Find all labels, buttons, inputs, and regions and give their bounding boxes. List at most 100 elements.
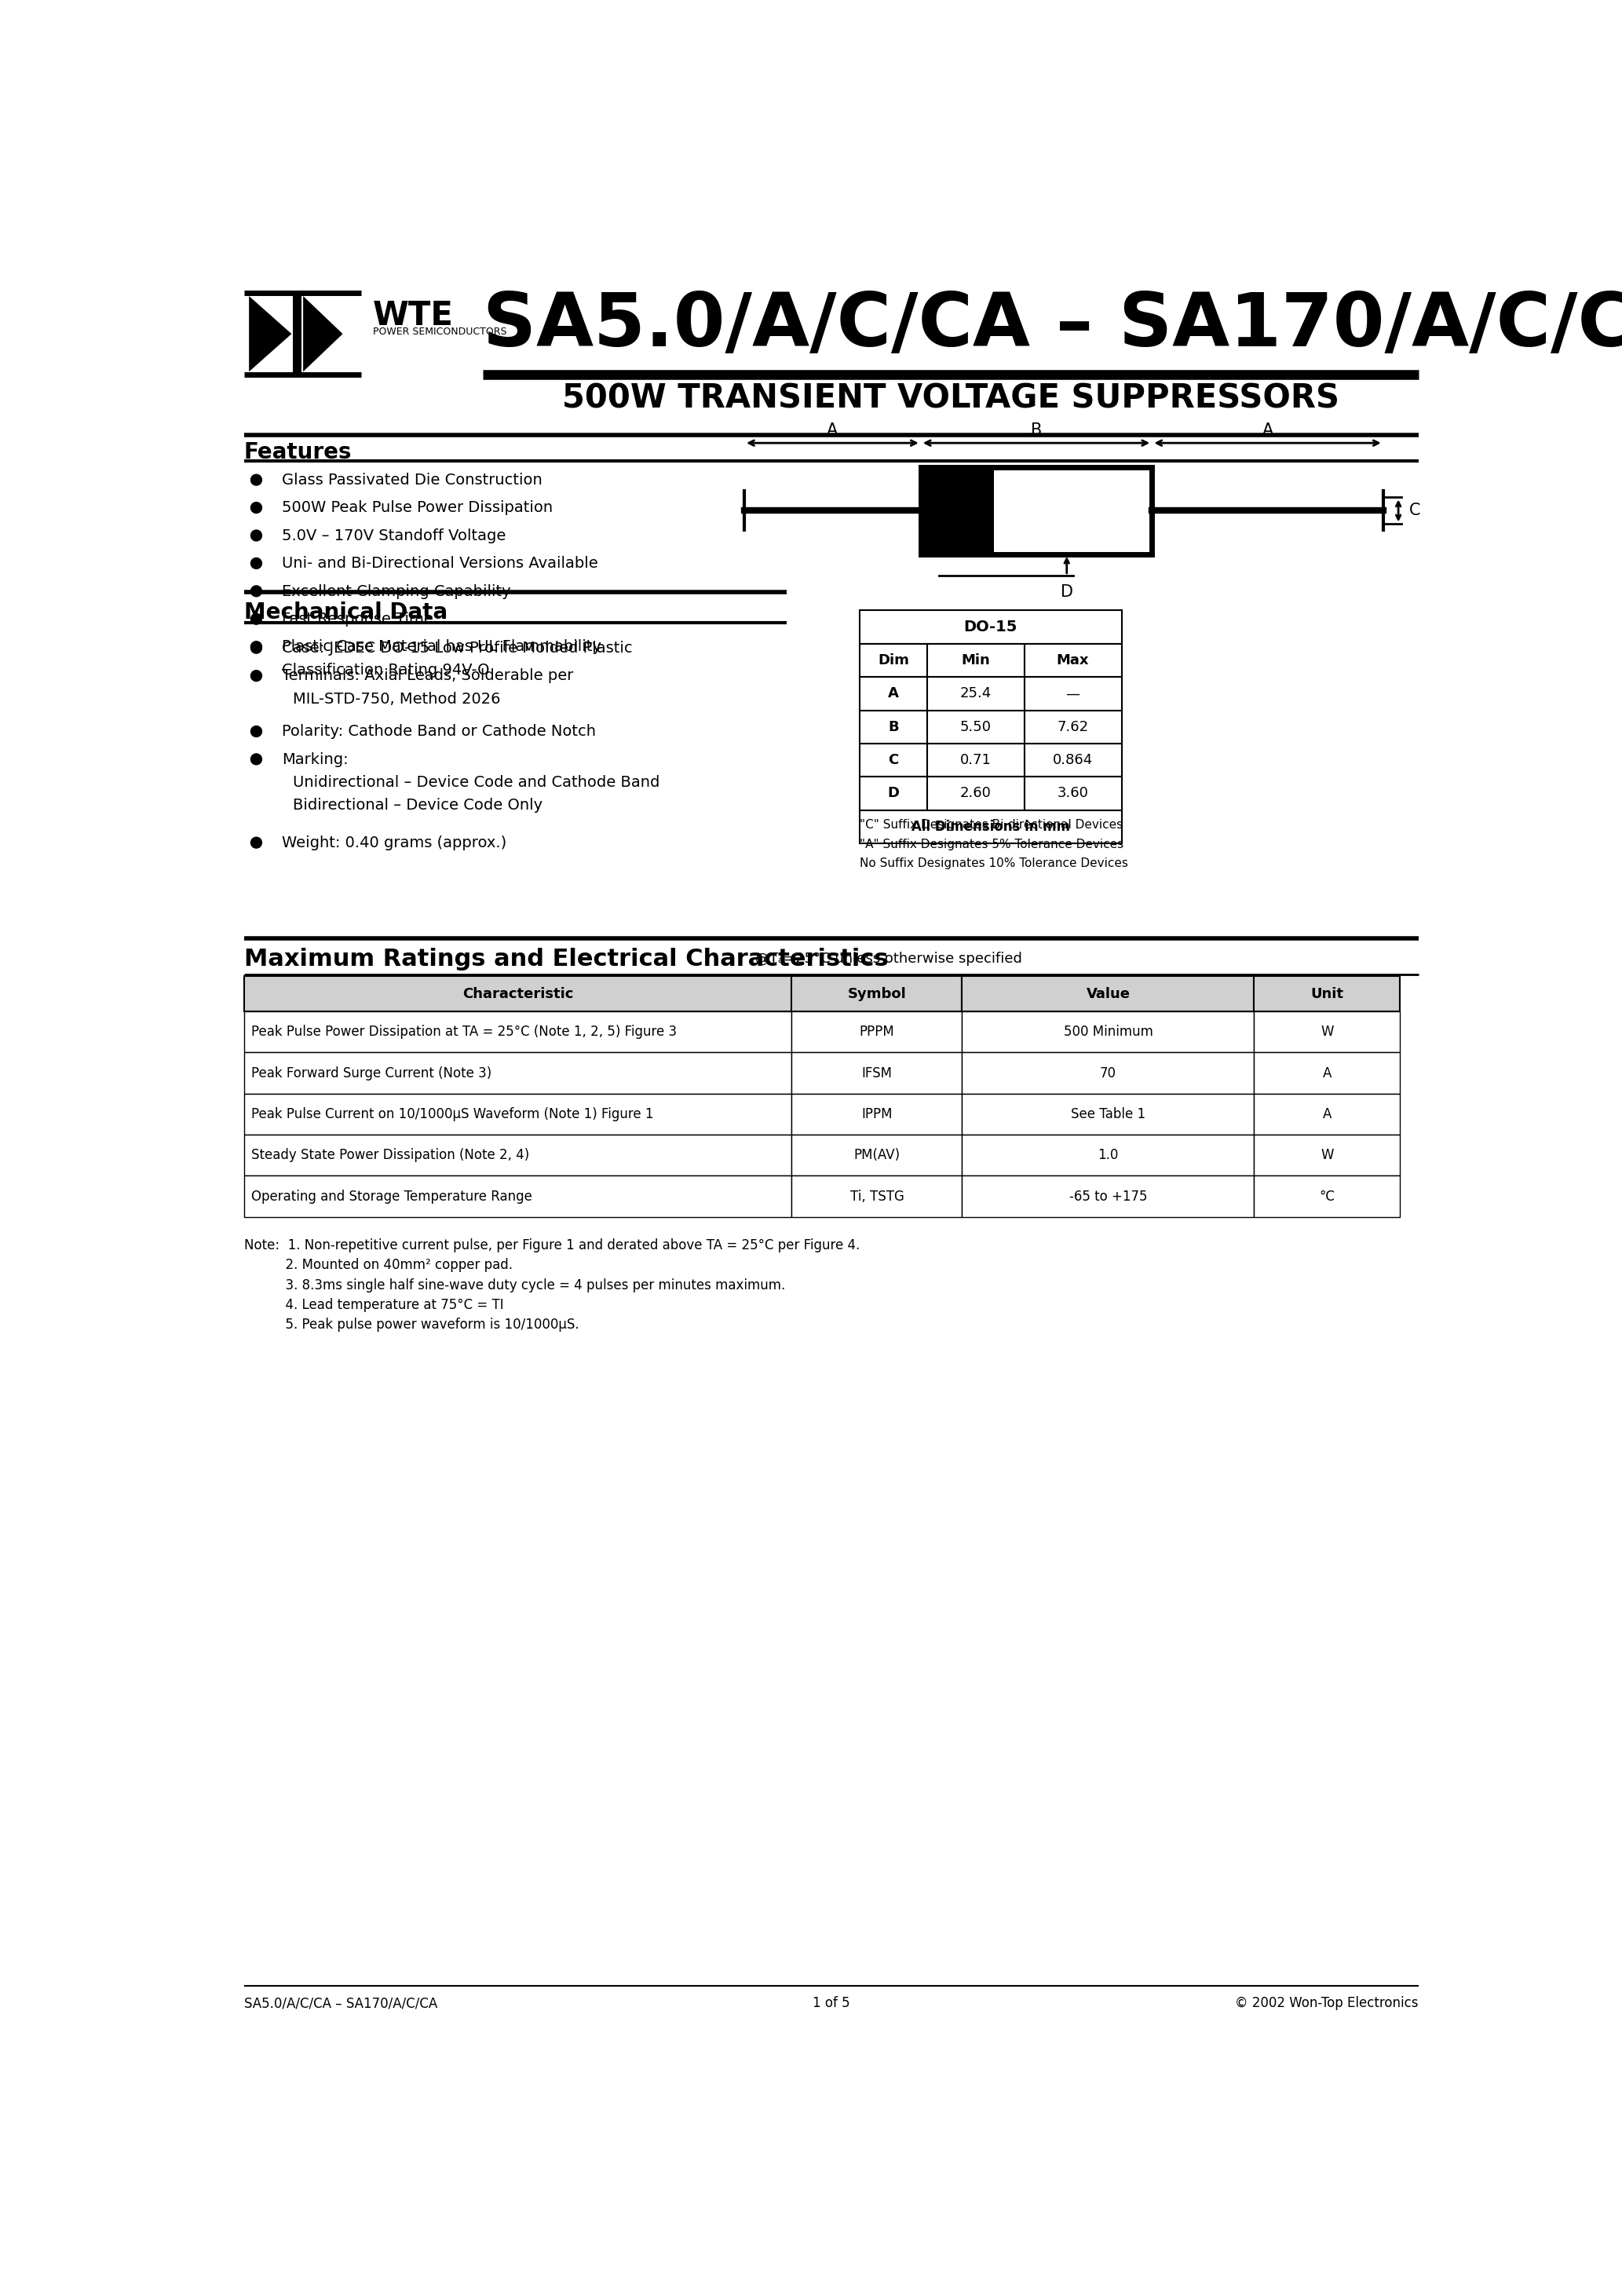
Text: Weight: 0.40 grams (approx.): Weight: 0.40 grams (approx.) xyxy=(282,836,506,850)
Text: Operating and Storage Temperature Range: Operating and Storage Temperature Range xyxy=(251,1189,532,1203)
Text: Note:  1. Non-repetitive current pulse, per Figure 1 and derated above TA = 25°C: Note: 1. Non-repetitive current pulse, p… xyxy=(245,1238,860,1251)
Text: Terminals: Axial Leads, Solderable per: Terminals: Axial Leads, Solderable per xyxy=(282,668,574,684)
Text: Unidirectional – Device Code and Cathode Band: Unidirectional – Device Code and Cathode… xyxy=(294,776,660,790)
Text: D: D xyxy=(887,785,899,801)
Text: A: A xyxy=(827,422,839,439)
Bar xyxy=(962,1134,1254,1176)
Circle shape xyxy=(251,643,261,654)
Text: POWER SEMICONDUCTORS: POWER SEMICONDUCTORS xyxy=(373,326,508,338)
Bar xyxy=(860,810,1121,843)
Text: Fast Response Time: Fast Response Time xyxy=(282,611,433,627)
Bar xyxy=(860,611,1121,643)
Bar xyxy=(245,1052,792,1093)
Text: 1 of 5: 1 of 5 xyxy=(813,1995,850,2011)
Text: B: B xyxy=(1030,422,1041,439)
Text: 500W Peak Pulse Power Dissipation: 500W Peak Pulse Power Dissipation xyxy=(282,501,553,514)
Bar xyxy=(1023,709,1121,744)
Bar xyxy=(792,1093,962,1134)
Circle shape xyxy=(251,613,261,625)
Text: "A" Suffix Designates 5% Tolerance Devices: "A" Suffix Designates 5% Tolerance Devic… xyxy=(860,838,1124,850)
Text: W: W xyxy=(1320,1024,1333,1040)
Bar xyxy=(926,709,1023,744)
Bar xyxy=(962,976,1254,1010)
Text: WTE: WTE xyxy=(373,298,454,333)
Text: 0.864: 0.864 xyxy=(1053,753,1093,767)
Bar xyxy=(294,294,302,374)
Text: © 2002 Won-Top Electronics: © 2002 Won-Top Electronics xyxy=(1234,1995,1418,2011)
Text: C: C xyxy=(1410,503,1421,519)
Bar xyxy=(926,677,1023,709)
Text: Peak Forward Surge Current (Note 3): Peak Forward Surge Current (Note 3) xyxy=(251,1065,491,1079)
Circle shape xyxy=(251,670,261,682)
Bar xyxy=(245,1093,792,1134)
Text: Characteristic: Characteristic xyxy=(462,987,574,1001)
Bar xyxy=(926,776,1023,810)
Text: IPPM: IPPM xyxy=(861,1107,892,1120)
Text: DO-15: DO-15 xyxy=(963,620,1017,634)
Bar xyxy=(1254,1134,1400,1176)
Bar xyxy=(860,744,926,776)
Text: Value: Value xyxy=(1087,987,1131,1001)
Text: 3.60: 3.60 xyxy=(1058,785,1088,801)
Text: @Tₐ=25°C unless otherwise specified: @Tₐ=25°C unless otherwise specified xyxy=(756,951,1022,967)
Text: Min: Min xyxy=(962,654,989,668)
Text: Features: Features xyxy=(245,441,352,464)
Bar xyxy=(245,1010,792,1052)
Text: Peak Pulse Current on 10/1000μS Waveform (Note 1) Figure 1: Peak Pulse Current on 10/1000μS Waveform… xyxy=(251,1107,654,1120)
Text: Peak Pulse Power Dissipation at TA = 25°C (Note 1, 2, 5) Figure 3: Peak Pulse Power Dissipation at TA = 25°… xyxy=(251,1024,676,1040)
Text: See Table 1: See Table 1 xyxy=(1071,1107,1145,1120)
Text: IFSM: IFSM xyxy=(861,1065,892,1079)
Circle shape xyxy=(251,726,261,737)
Bar xyxy=(1254,1010,1400,1052)
Bar xyxy=(921,466,1152,553)
Bar xyxy=(1254,976,1400,1010)
Bar xyxy=(1254,1052,1400,1093)
Text: Excellent Clamping Capability: Excellent Clamping Capability xyxy=(282,583,511,599)
Circle shape xyxy=(251,753,261,765)
Text: D: D xyxy=(1061,585,1074,599)
Text: SA5.0/A/C/CA – SA170/A/C/CA: SA5.0/A/C/CA – SA170/A/C/CA xyxy=(245,1995,438,2011)
Bar xyxy=(1023,744,1121,776)
Bar xyxy=(1023,677,1121,709)
Text: PPPM: PPPM xyxy=(860,1024,894,1040)
Text: MIL-STD-750, Method 2026: MIL-STD-750, Method 2026 xyxy=(294,691,501,707)
Bar xyxy=(245,1176,792,1217)
Bar xyxy=(860,643,926,677)
Circle shape xyxy=(251,838,261,847)
Text: °C: °C xyxy=(1319,1189,1335,1203)
Bar xyxy=(860,709,926,744)
Bar xyxy=(860,677,926,709)
Text: Case: JEDEC DO-15 Low Profile Molded Plastic: Case: JEDEC DO-15 Low Profile Molded Pla… xyxy=(282,641,633,657)
Text: 5.50: 5.50 xyxy=(960,721,991,735)
Polygon shape xyxy=(250,296,292,372)
Circle shape xyxy=(251,641,261,652)
Text: -65 to +175: -65 to +175 xyxy=(1069,1189,1147,1203)
Text: B: B xyxy=(887,721,899,735)
Bar xyxy=(792,1010,962,1052)
Text: Symbol: Symbol xyxy=(848,987,907,1001)
Bar xyxy=(245,1134,792,1176)
Bar xyxy=(792,1176,962,1217)
Polygon shape xyxy=(303,296,342,372)
Text: A: A xyxy=(1322,1065,1332,1079)
Text: 3. 8.3ms single half sine-wave duty cycle = 4 pulses per minutes maximum.: 3. 8.3ms single half sine-wave duty cycl… xyxy=(245,1279,785,1293)
Bar xyxy=(860,776,926,810)
Bar xyxy=(962,1052,1254,1093)
Text: W: W xyxy=(1320,1148,1333,1162)
Text: Uni- and Bi-Directional Versions Available: Uni- and Bi-Directional Versions Availab… xyxy=(282,556,599,572)
Text: 0.71: 0.71 xyxy=(960,753,991,767)
Circle shape xyxy=(251,558,261,569)
Bar xyxy=(962,1093,1254,1134)
Circle shape xyxy=(251,530,261,542)
Text: Mechanical Data: Mechanical Data xyxy=(245,602,448,625)
Text: Steady State Power Dissipation (Note 2, 4): Steady State Power Dissipation (Note 2, … xyxy=(251,1148,529,1162)
Text: —: — xyxy=(1066,687,1080,700)
Text: Bidirectional – Device Code Only: Bidirectional – Device Code Only xyxy=(294,799,542,813)
Text: All Dimensions in mm: All Dimensions in mm xyxy=(912,820,1071,833)
Text: A: A xyxy=(887,687,899,700)
Text: Maximum Ratings and Electrical Characteristics: Maximum Ratings and Electrical Character… xyxy=(245,948,889,971)
Text: A: A xyxy=(1262,422,1273,439)
Text: No Suffix Designates 10% Tolerance Devices: No Suffix Designates 10% Tolerance Devic… xyxy=(860,859,1129,870)
Text: 4. Lead temperature at 75°C = TI: 4. Lead temperature at 75°C = TI xyxy=(245,1297,504,1311)
Bar xyxy=(962,1176,1254,1217)
